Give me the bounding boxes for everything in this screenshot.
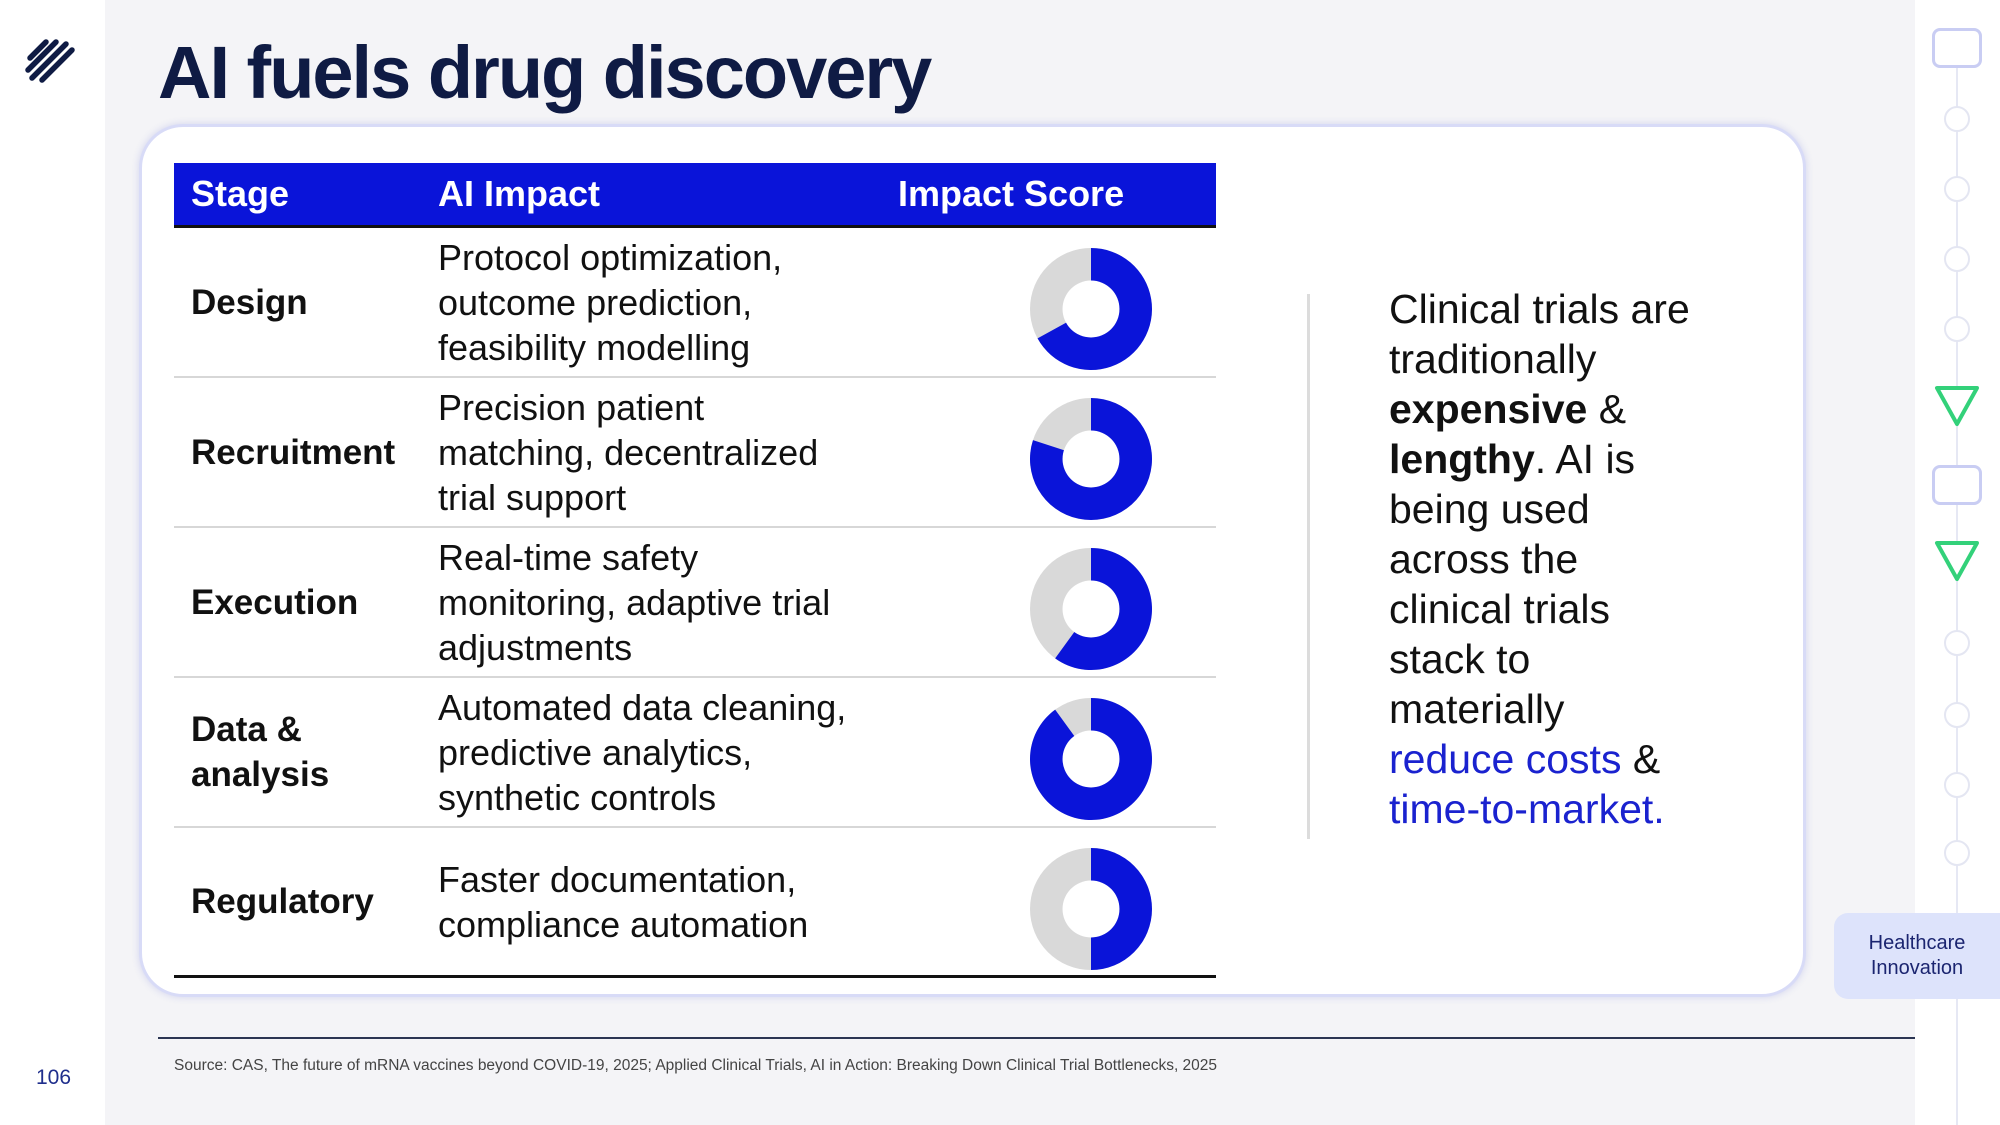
rail-square-marker[interactable] (1932, 465, 1982, 505)
header-ai-impact: AI Impact (438, 173, 601, 214)
impact-cell: Automated data cleaning, predictive anal… (438, 685, 898, 820)
table-row: Data & analysis Automated data cleaning,… (174, 678, 1216, 828)
stage-cell: Design (174, 280, 438, 325)
score-cell (898, 378, 1216, 526)
impact-score-donut (1030, 398, 1152, 520)
callout-line: Clinical trials are (1389, 286, 1690, 332)
score-cell (898, 228, 1216, 376)
callout-line: reduce costs & (1389, 734, 1749, 784)
rail-circle-marker[interactable] (1944, 316, 1970, 342)
impact-score-donut (1030, 848, 1152, 970)
impact-line: compliance automation (438, 903, 809, 945)
stage-cell: Data & analysis (174, 707, 438, 797)
callout-highlight: reduce costs (1389, 736, 1622, 782)
callout-line: time-to-market. (1389, 784, 1749, 834)
callout-line: expensive & (1389, 384, 1749, 434)
stage-cell: Recruitment (174, 430, 438, 475)
impact-line: matching, decentralized (438, 431, 819, 473)
callout-fragment: & (1621, 736, 1661, 782)
score-cell (898, 828, 1216, 975)
callout-line: being used (1389, 486, 1590, 532)
impact-score-donut (1030, 248, 1152, 370)
table-row: Recruitment Precision patient matching, … (174, 378, 1216, 528)
rail-circle-marker[interactable] (1944, 630, 1970, 656)
callout-line: lengthy. AI is (1389, 434, 1749, 484)
stage-line: analysis (191, 755, 330, 794)
callout-emphasis: lengthy (1389, 436, 1535, 482)
donut-hole (1062, 730, 1120, 788)
content-card (139, 124, 1806, 997)
impact-line: trial support (438, 476, 627, 518)
impact-table: Stage AI Impact Impact Score Design Prot… (174, 163, 1216, 978)
header-impact-score: Impact Score (898, 173, 1125, 214)
left-rail: 106 (0, 0, 105, 1125)
callout-emphasis: expensive (1389, 386, 1588, 432)
donut-fill (1091, 848, 1152, 970)
callout-text: Clinical trials are traditionally expens… (1389, 284, 1749, 834)
table-row: Design Protocol optimization, outcome pr… (174, 228, 1216, 378)
callout-line: stack to (1389, 636, 1531, 682)
section-tag-label: Healthcare Innovation (1869, 931, 1966, 981)
impact-score-donut (1030, 548, 1152, 670)
footer-rule (158, 1037, 1915, 1039)
source-note: Source: CAS, The future of mRNA vaccines… (174, 1057, 1218, 1074)
stage-cell: Regulatory (174, 879, 438, 924)
stage-line: Data & (191, 710, 302, 749)
rail-circle-marker[interactable] (1944, 702, 1970, 728)
rail-square-marker[interactable] (1932, 28, 1982, 68)
callout-line: traditionally (1389, 336, 1597, 382)
impact-line: feasibility modelling (438, 326, 751, 368)
stage-line: Recruitment (191, 432, 396, 472)
section-tag-line: Innovation (1870, 957, 1964, 979)
stage-cell: Execution (174, 580, 438, 625)
rail-circle-marker[interactable] (1944, 106, 1970, 132)
impact-cell: Precision patient matching, decentralize… (438, 385, 898, 520)
impact-line: Faster documentation, (438, 858, 797, 900)
score-cell (898, 678, 1216, 826)
impact-score-donut (1030, 698, 1152, 820)
donut-hole (1062, 580, 1120, 638)
stage-line: Design (191, 282, 308, 322)
table-header: Stage AI Impact Impact Score (174, 163, 1216, 228)
impact-cell: Protocol optimization, outcome predictio… (438, 235, 898, 370)
impact-cell: Faster documentation, compliance automat… (438, 857, 898, 947)
rail-triangle-marker[interactable] (1934, 385, 1980, 427)
callout-fragment: & (1587, 386, 1627, 432)
impact-line: synthetic controls (438, 776, 717, 818)
impact-line: adjustments (438, 626, 633, 668)
section-tag[interactable]: Healthcare Innovation (1834, 913, 2000, 999)
stage-line: Execution (191, 582, 359, 622)
impact-line: Real-time safety (438, 536, 699, 578)
header-stage: Stage (191, 173, 290, 214)
stage-line: Regulatory (191, 882, 374, 921)
donut-hole (1062, 880, 1120, 938)
impact-line: Automated data cleaning, (438, 686, 847, 728)
callout-line: across the (1389, 536, 1579, 582)
impact-cell: Real-time safety monitoring, adaptive tr… (438, 535, 898, 670)
rail-triangle-marker[interactable] (1934, 540, 1980, 582)
donut-hole (1062, 280, 1120, 338)
rail-circle-marker[interactable] (1944, 246, 1970, 272)
donut-hole (1062, 430, 1120, 488)
impact-line: outcome prediction, (438, 281, 753, 323)
callout-line: clinical trials (1389, 586, 1610, 632)
logo-icon (25, 39, 75, 83)
table-row: Execution Real-time safety monitoring, a… (174, 528, 1216, 678)
page-number: 106 (36, 1066, 72, 1089)
impact-line: Precision patient (438, 386, 705, 428)
impact-line: predictive analytics, (438, 731, 753, 773)
rail-circle-marker[interactable] (1944, 772, 1970, 798)
impact-line: monitoring, adaptive trial (438, 581, 831, 623)
section-tag-line: Healthcare (1868, 932, 1966, 954)
rail-circle-marker[interactable] (1944, 176, 1970, 202)
callout-fragment: . AI is (1534, 436, 1636, 482)
callout-line: materially (1389, 686, 1565, 732)
table-row: Regulatory Faster documentation, complia… (174, 828, 1216, 978)
impact-line: Protocol optimization, (438, 236, 783, 278)
score-cell (898, 528, 1216, 676)
divider-line (1307, 294, 1310, 839)
page-title: AI fuels drug discovery (158, 31, 932, 114)
callout-highlight: time-to-market. (1389, 786, 1665, 832)
rail-circle-marker[interactable] (1944, 840, 1970, 866)
